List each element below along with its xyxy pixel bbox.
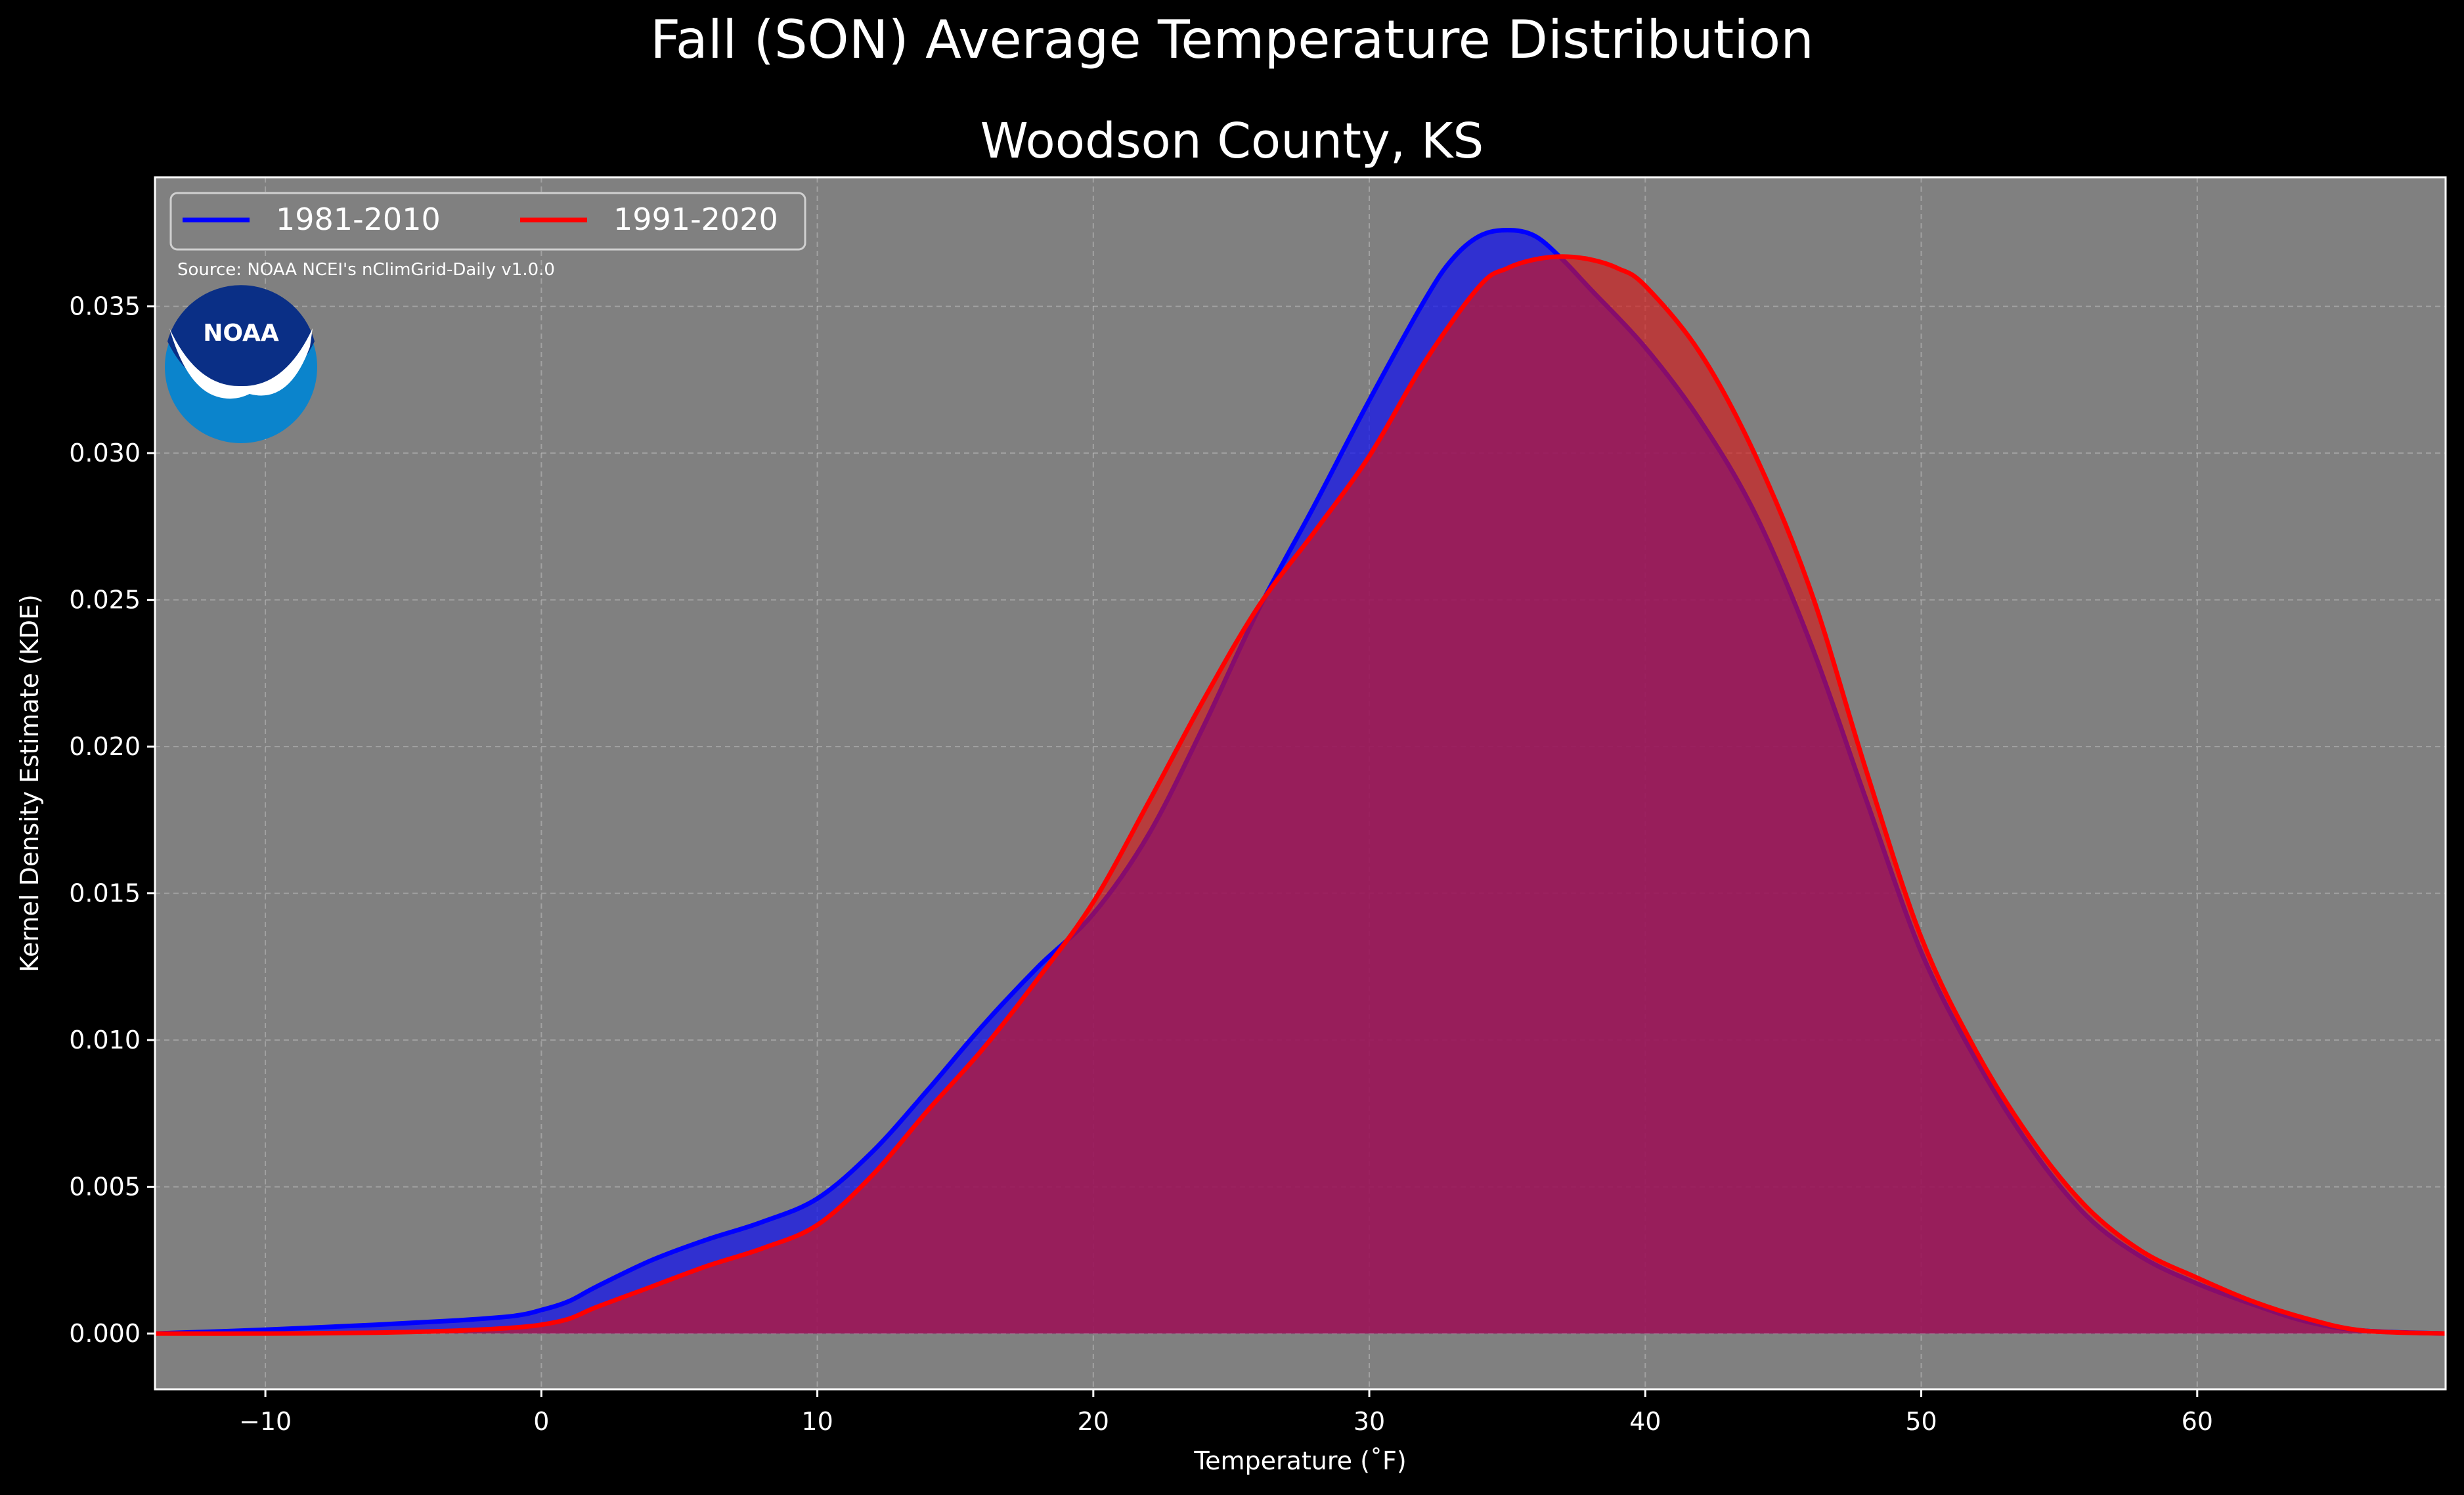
x-tick-label: 60 [2182, 1407, 2213, 1436]
x-tick-label: 10 [801, 1407, 833, 1436]
chart-title: Woodson County, KS [980, 113, 1484, 169]
figure-suptitle: Fall (SON) Average Temperature Distribut… [650, 9, 1814, 70]
x-tick-label: 50 [1905, 1407, 1937, 1436]
y-tick-label: 0.000 [69, 1319, 141, 1348]
y-tick-label: 0.030 [69, 439, 141, 467]
y-tick-label: 0.005 [69, 1173, 141, 1202]
legend-label-1991-2020: 1991-2020 [613, 202, 778, 237]
y-tick-label: 0.015 [69, 879, 141, 908]
noaa-logo-wordmark: NOAA [203, 320, 279, 347]
x-tick-label: 0 [533, 1407, 549, 1436]
area-1991-2020 [155, 256, 2446, 1334]
axis-ticks: −10 0 10 20 30 40 50 60 0.000 0.005 0.010 0.015 0.02… [69, 292, 2213, 1436]
y-tick-label: 0.020 [69, 732, 141, 761]
x-tick-label: −10 [239, 1407, 292, 1436]
y-tick-label: 0.035 [69, 292, 141, 321]
legend: 1981-2010 1991-2020 [169, 192, 806, 251]
noaa-logo-upper-field [167, 285, 315, 389]
series-line-1991-2020 [154, 254, 2446, 1336]
x-tick-label: 30 [1353, 1407, 1385, 1436]
y-tick-label: 0.010 [69, 1026, 141, 1054]
x-axis-label: Temperature (˚F) [1193, 1446, 1406, 1475]
source-note: Source: NOAA NCEI's nClimGrid-Daily v1.0… [177, 260, 555, 280]
x-tick-label: 20 [1078, 1407, 1109, 1436]
x-tick-label: 40 [1629, 1407, 1661, 1436]
legend-label-1981-2010: 1981-2010 [276, 202, 441, 237]
plot-frame [154, 176, 2447, 1391]
series-layer [154, 228, 2446, 1336]
noaa-logo: NOAA [165, 285, 317, 443]
noaa-logo-bird-icon [169, 328, 313, 399]
legend-frame [169, 192, 806, 251]
y-axis-label: Kernel Density Estimate (KDE) [15, 594, 44, 972]
y-tick-label: 0.025 [69, 586, 141, 615]
